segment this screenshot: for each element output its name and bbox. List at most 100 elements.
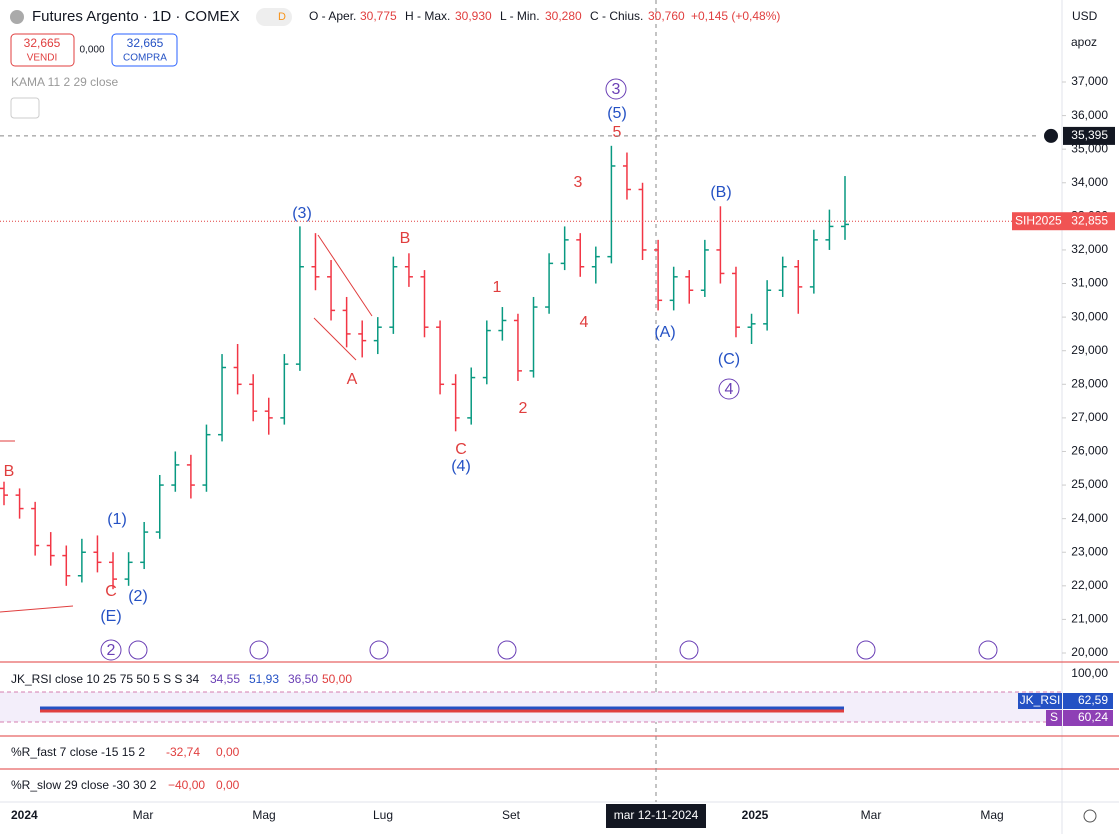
price-label: 34,000 (1071, 175, 1108, 189)
l: 30,280 (545, 9, 582, 23)
rsi-v: 51,93 (249, 672, 279, 686)
tag (1063, 693, 1113, 709)
time-label: Set (502, 808, 521, 822)
price-label: 26,000 (1071, 444, 1108, 458)
wave: C (455, 441, 467, 458)
wave: (4) (451, 458, 471, 475)
time-label: Mag (252, 808, 275, 822)
rslow-v: 0,00 (216, 778, 240, 792)
buy-price: 32,665 (127, 36, 164, 50)
wave: 2 (107, 642, 116, 659)
rslow-title: %R_slow 29 close -30 30 2 (11, 778, 157, 792)
crosshair-tag (1063, 126, 1115, 145)
tag-val: 62,59 (1078, 693, 1108, 707)
price-label: 22,000 (1071, 578, 1108, 592)
rfast-v: 0,00 (216, 745, 240, 759)
h-label: H - Max. (405, 9, 450, 23)
buy: COMPRA (123, 53, 167, 64)
currency[interactable]: USD (1072, 9, 1098, 23)
wave-circle (605, 78, 627, 100)
wave-circle (100, 639, 122, 661)
settings-icon[interactable] (1083, 809, 1097, 823)
time-crosshair-bg (606, 804, 706, 828)
price-label: 32,000 (1071, 242, 1108, 256)
price-label: 20,000 (1071, 645, 1108, 659)
collapse-btn[interactable] (10, 97, 40, 119)
wave: 4 (580, 314, 589, 331)
price-label: 24,000 (1071, 511, 1108, 525)
price-label: 30,000 (1071, 309, 1108, 323)
last-symbol: SIH2025 (1015, 213, 1062, 227)
symbol-icon (10, 10, 24, 24)
wave: 4 (725, 381, 734, 398)
wave: B (400, 230, 411, 247)
wave: 5 (613, 124, 622, 141)
time-label: 2025 (742, 808, 769, 822)
tag-name: JK_RSI (1020, 693, 1061, 707)
sell-price: 32,665 (24, 36, 61, 50)
time-label: Mag (980, 808, 1003, 822)
price-label: 31,000 (1071, 276, 1108, 290)
o-label: O - Aper. (309, 9, 356, 23)
wave: 1 (493, 279, 502, 296)
rsi-v: 34,55 (210, 672, 240, 686)
tag (1046, 710, 1062, 726)
wave: (B) (710, 184, 731, 201)
price-label: 21,000 (1071, 612, 1108, 626)
tag-name: S (1050, 710, 1058, 724)
change: +0,145 (+0,48%) (691, 9, 780, 23)
wave: (3) (292, 205, 312, 222)
wave: (A) (654, 324, 675, 341)
h: 30,930 (455, 9, 492, 23)
wave: (E) (100, 608, 121, 625)
rsi-v: 36,50 (288, 672, 318, 686)
price-label: 29,000 (1071, 343, 1108, 357)
crosshair-label: 35,395 (1071, 128, 1108, 142)
wave: (2) (128, 588, 148, 605)
time-label: 2024 (11, 808, 38, 822)
last-label: 32,855 (1071, 213, 1108, 227)
rfast-v: -32,74 (166, 745, 200, 759)
wave: C (105, 583, 117, 600)
sell-btn[interactable] (10, 33, 75, 67)
time-crosshair: mar 12-11-2024 (614, 808, 699, 822)
o: 30,775 (360, 9, 397, 23)
time-label: Mar (861, 808, 882, 822)
rsi-v: 50,00 (322, 672, 352, 686)
sell: VENDI (27, 53, 58, 64)
c-label: C - Chius. (590, 9, 643, 23)
wave: (5) (607, 105, 627, 122)
tag (1018, 693, 1062, 709)
wave-circle (718, 378, 740, 400)
indicator: KAMA 11 2 29 close (11, 75, 119, 89)
c: 30,760 (648, 9, 685, 23)
badge: D (278, 11, 286, 23)
tag-val: 60,24 (1078, 710, 1108, 724)
tag (1063, 710, 1113, 726)
wave: 3 (612, 81, 621, 98)
spread: 0,000 (79, 45, 104, 56)
plus-icon (1044, 128, 1058, 143)
wave: B (4, 463, 15, 480)
wave: (1) (107, 511, 127, 528)
trend-lines (0, 234, 373, 613)
title: Futures Argento · 1D · COMEX (32, 8, 240, 25)
scale-mode[interactable]: apoz (1071, 35, 1097, 49)
price-label: 23,000 (1071, 544, 1108, 558)
rslow-v: −40,00 (168, 778, 205, 792)
wave: 3 (574, 174, 583, 191)
rsi-top: 100,00 (1071, 666, 1108, 680)
rsi-title: JK_RSI close 10 25 75 50 5 S S 34 (11, 672, 199, 686)
waves: B (1) C (2) (E) 2 (3) A B C (4) 1 2 3 4 … (4, 78, 740, 661)
price-label: 27,000 (1071, 410, 1108, 424)
l-label: L - Min. (500, 9, 540, 23)
arrow-icons (128, 640, 998, 660)
time-label: Mar (133, 808, 154, 822)
time-label: Lug (373, 808, 393, 822)
wave: (C) (718, 351, 740, 368)
rfast-title: %R_fast 7 close -15 15 2 (11, 745, 145, 759)
buy-btn[interactable] (111, 33, 178, 67)
price-label: 25,000 (1071, 477, 1108, 491)
